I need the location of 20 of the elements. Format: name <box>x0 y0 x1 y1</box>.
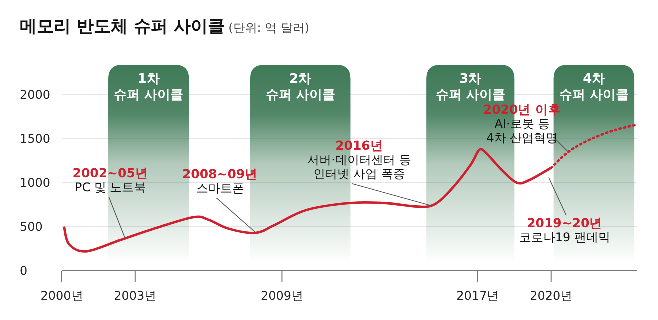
x-tick-label: 2020년 <box>530 289 573 303</box>
y-tick-label: 500 <box>20 220 43 234</box>
y-tick-label: 1000 <box>20 176 51 190</box>
y-tick-label: 2000 <box>20 88 51 102</box>
annotation: 2019~20년 코로나19 팬데믹 <box>519 216 610 245</box>
y-tick-label: 0 <box>20 264 28 278</box>
band-label: 2차 슈퍼 사이클 <box>266 72 336 103</box>
x-tick-label: 2003년 <box>114 289 157 303</box>
x-tick-label: 2000년 <box>40 289 84 303</box>
chart-title: 메모리 반도체 슈퍼 사이클 <box>20 17 225 37</box>
annotation: 2008~09년 스마트폰 <box>182 166 258 196</box>
band-label: 1차 슈퍼 사이클 <box>114 72 184 103</box>
annotation: 2002~05년 PC 및 노트북 <box>72 165 148 194</box>
y-tick-label: 1500 <box>20 132 51 146</box>
x-tick-label: 2009년 <box>260 289 304 303</box>
band-label: 4차 슈퍼 사이클 <box>559 72 629 103</box>
x-tick-label: 2017년 <box>456 289 500 303</box>
band-label: 3차 슈퍼 사이클 <box>436 72 506 103</box>
annotation: 2016년 서버·데이터센터 등 인터넷 사업 폭증 <box>308 138 412 181</box>
chart-subtitle: (단위: 억 달러) <box>224 21 310 35</box>
